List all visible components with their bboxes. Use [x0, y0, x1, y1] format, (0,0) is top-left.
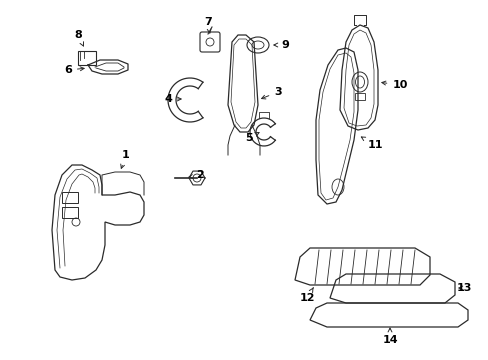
Text: 5: 5 — [244, 132, 259, 143]
Text: 4: 4 — [164, 94, 181, 104]
Text: 11: 11 — [361, 137, 382, 150]
Bar — [62, 192, 78, 203]
Text: 14: 14 — [382, 328, 397, 345]
Text: 3: 3 — [261, 87, 281, 99]
Text: 2: 2 — [188, 170, 203, 180]
Text: 13: 13 — [455, 283, 471, 293]
Text: 6: 6 — [64, 65, 84, 75]
Text: 9: 9 — [273, 40, 288, 50]
Text: 7: 7 — [203, 17, 211, 33]
Bar — [354, 93, 364, 100]
Text: 12: 12 — [299, 288, 314, 303]
Bar — [62, 207, 78, 218]
Text: 10: 10 — [381, 80, 407, 90]
Text: 1: 1 — [121, 150, 130, 168]
Text: 8: 8 — [74, 30, 83, 46]
